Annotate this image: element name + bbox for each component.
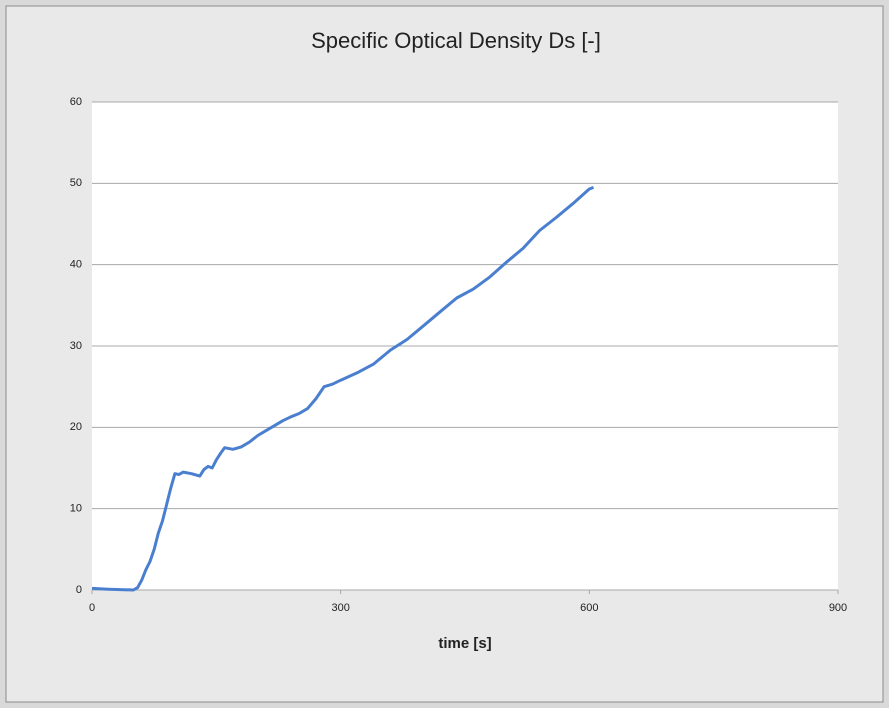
y-tick-label: 60 [70, 96, 82, 108]
x-axis-label: time [s] [438, 635, 491, 652]
y-tick-label: 20 [70, 421, 82, 433]
y-tick-label: 50 [70, 177, 82, 189]
x-tick-label: 600 [580, 602, 598, 614]
y-tick-label: 30 [70, 340, 82, 352]
x-tick-label: 0 [89, 602, 95, 614]
y-tick-label: 40 [70, 259, 82, 271]
chart-title: Specific Optical Density Ds [-] [311, 28, 601, 53]
x-tick-label: 900 [829, 602, 847, 614]
y-tick-label: 0 [76, 584, 82, 596]
x-tick-label: 300 [331, 602, 349, 614]
data-line [91, 185, 595, 592]
y-tick-label: 10 [70, 503, 82, 515]
